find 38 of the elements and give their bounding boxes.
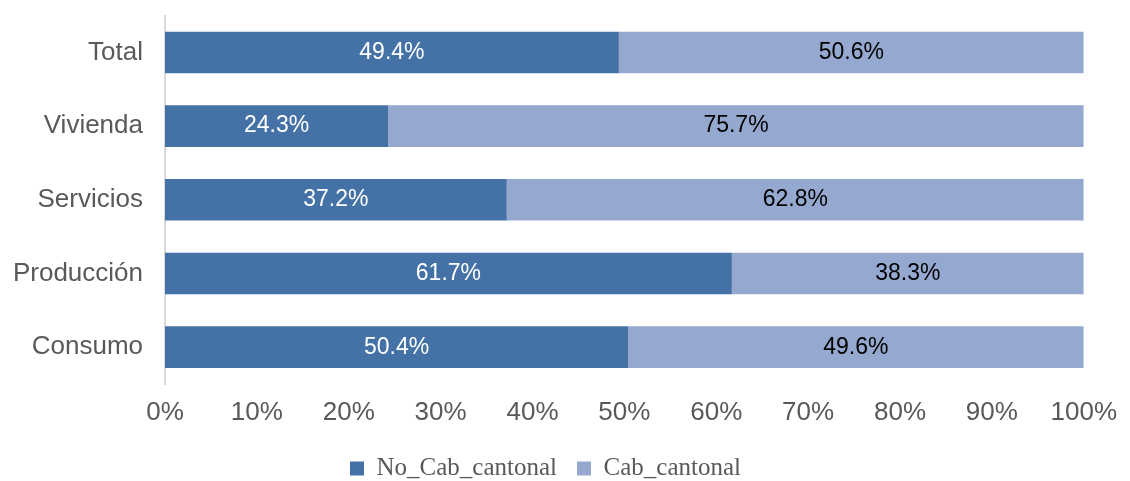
x-tick-label: 20%	[322, 395, 375, 426]
data-label: 62.8%	[762, 185, 828, 212]
y-tick-label: Consumo	[31, 330, 143, 361]
bar	[165, 105, 389, 147]
data-label: 37.2%	[303, 185, 369, 212]
data-label: 61.7%	[415, 258, 482, 285]
bar	[506, 178, 1084, 221]
bar	[731, 252, 1084, 295]
legend-label: No_Cab_cantonal	[376, 453, 558, 481]
bar	[628, 326, 1084, 368]
bar	[618, 31, 1084, 74]
data-label: 49.4%	[359, 37, 425, 64]
y-tick-label: Vivienda	[43, 109, 144, 140]
data-label: 49.6%	[823, 332, 889, 359]
x-tick-label: 70%	[782, 395, 835, 426]
x-tick-label: 0%	[146, 395, 184, 426]
data-label: 75.7%	[703, 111, 769, 138]
data-label: 50.4%	[363, 332, 430, 359]
data-label: 38.3%	[875, 258, 941, 285]
bar	[165, 178, 507, 221]
bar	[165, 252, 732, 295]
y-tick-label: Producción	[12, 256, 143, 287]
x-tick-label: 30%	[414, 395, 467, 426]
legend-label: Cab_cantonal	[603, 453, 742, 481]
bar	[165, 31, 619, 74]
data-label: 24.3%	[244, 111, 310, 138]
y-tick-label: Total	[88, 35, 143, 66]
bar	[165, 326, 629, 368]
x-tick-label: 90%	[965, 395, 1018, 426]
data-label: 50.6%	[818, 37, 884, 64]
x-tick-label: 40%	[506, 395, 559, 426]
y-tick-label: Servicios	[37, 182, 143, 213]
x-tick-label: 100%	[1050, 395, 1117, 426]
x-tick-label: 80%	[873, 395, 927, 426]
x-tick-label: 50%	[598, 395, 651, 426]
x-tick-label: 60%	[690, 395, 743, 426]
bar	[388, 105, 1084, 147]
x-tick-label: 10%	[230, 395, 283, 426]
